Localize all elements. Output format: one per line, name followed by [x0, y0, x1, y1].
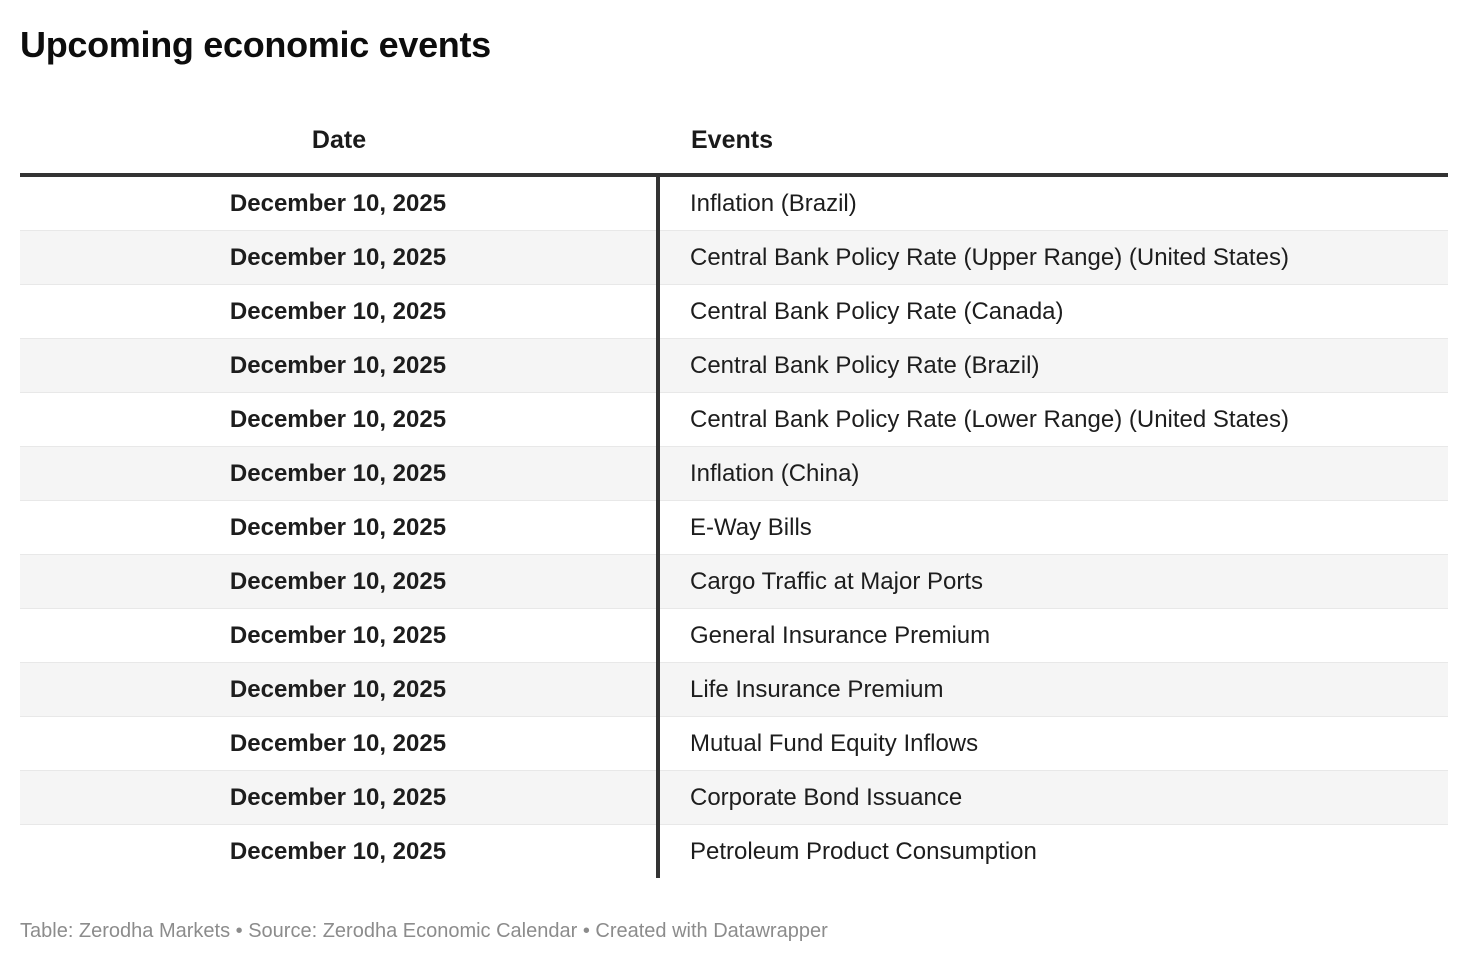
- event-cell: Inflation (China): [656, 446, 1448, 501]
- event-cell: Cargo Traffic at Major Ports: [656, 554, 1448, 609]
- table-row: December 10, 2025 Cargo Traffic at Major…: [20, 554, 1448, 609]
- table-row: December 10, 2025 General Insurance Prem…: [20, 608, 1448, 663]
- date-cell: December 10, 2025: [20, 338, 658, 393]
- date-cell: December 10, 2025: [20, 392, 658, 447]
- event-cell: Central Bank Policy Rate (Canada): [656, 284, 1448, 339]
- event-cell: Life Insurance Premium: [656, 662, 1448, 717]
- table-row: December 10, 2025 Central Bank Policy Ra…: [20, 284, 1448, 339]
- event-cell: E-Way Bills: [656, 500, 1448, 555]
- table-row: December 10, 2025 Inflation (China): [20, 446, 1448, 501]
- economic-events-table: Date Events December 10, 2025 Inflation …: [20, 101, 1448, 879]
- date-cell: December 10, 2025: [20, 716, 658, 771]
- event-cell: Central Bank Policy Rate (Upper Range) (…: [656, 230, 1448, 285]
- event-cell: Mutual Fund Equity Inflows: [656, 716, 1448, 771]
- event-cell: Petroleum Product Consumption: [656, 824, 1448, 879]
- table-row: December 10, 2025 E-Way Bills: [20, 500, 1448, 555]
- table-row: December 10, 2025 Central Bank Policy Ra…: [20, 230, 1448, 285]
- table-row: December 10, 2025 Central Bank Policy Ra…: [20, 338, 1448, 393]
- date-cell: December 10, 2025: [20, 554, 658, 609]
- table-row: December 10, 2025 Central Bank Policy Ra…: [20, 392, 1448, 447]
- table-row: December 10, 2025 Mutual Fund Equity Inf…: [20, 716, 1448, 771]
- table-row: December 10, 2025 Petroleum Product Cons…: [20, 824, 1448, 879]
- page: Upcoming economic events Date Events Dec…: [20, 24, 1448, 943]
- table-row: December 10, 2025 Life Insurance Premium: [20, 662, 1448, 717]
- table-row: December 10, 2025 Inflation (Brazil): [20, 175, 1448, 231]
- event-cell: Central Bank Policy Rate (Brazil): [656, 338, 1448, 393]
- date-cell: December 10, 2025: [20, 284, 658, 339]
- column-header-events: Events: [658, 101, 1448, 178]
- attribution-footer: Table: Zerodha Markets • Source: Zerodha…: [20, 920, 828, 943]
- date-cell: December 10, 2025: [20, 662, 658, 717]
- header-row: Date Events: [20, 101, 1448, 178]
- date-cell: December 10, 2025: [20, 500, 658, 555]
- date-cell: December 10, 2025: [20, 230, 658, 285]
- event-cell: Inflation (Brazil): [656, 175, 1448, 231]
- date-cell: December 10, 2025: [20, 608, 658, 663]
- event-cell: Corporate Bond Issuance: [656, 770, 1448, 825]
- event-cell: Central Bank Policy Rate (Lower Range) (…: [656, 392, 1448, 447]
- date-cell: December 10, 2025: [20, 446, 658, 501]
- table-header: Date Events: [20, 101, 1448, 178]
- page-title: Upcoming economic events: [20, 24, 491, 65]
- table-row: December 10, 2025 Corporate Bond Issuanc…: [20, 770, 1448, 825]
- date-cell: December 10, 2025: [229, 190, 447, 218]
- date-cell: December 10, 2025: [20, 824, 658, 879]
- event-cell: General Insurance Premium: [656, 608, 1448, 663]
- table-body: December 10, 2025 Inflation (Brazil) Dec…: [20, 175, 1448, 879]
- date-cell: December 10, 2025: [20, 770, 658, 825]
- column-header-date: Date: [20, 101, 658, 178]
